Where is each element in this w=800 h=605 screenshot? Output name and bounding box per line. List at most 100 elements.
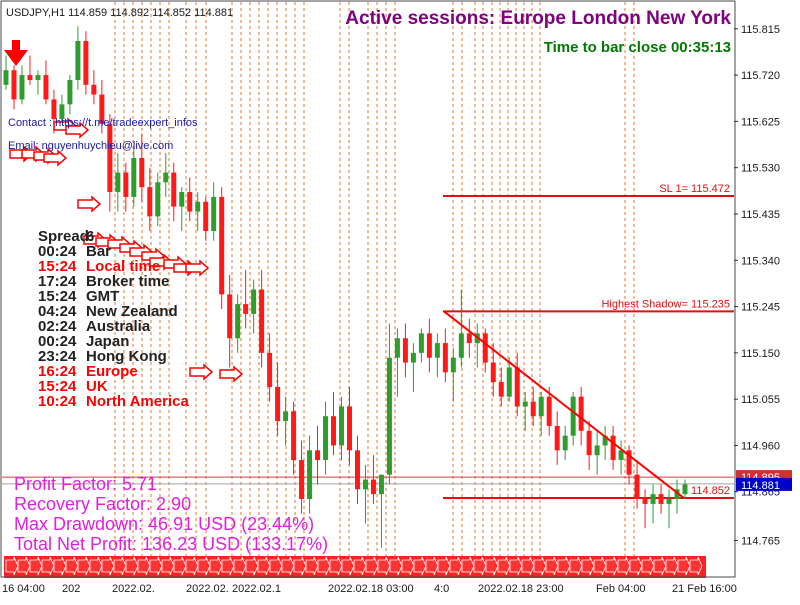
candle-body (163, 172, 169, 183)
candle-body (466, 333, 472, 344)
bottom-arrow (65, 556, 79, 576)
info-label: Hong Kong (86, 348, 167, 365)
info-time: 15:24 (38, 378, 77, 395)
buy-arrow (77, 195, 102, 213)
candle-body (291, 411, 297, 461)
bottom-arrow (245, 556, 259, 576)
candle-body (426, 333, 432, 358)
candle-body (115, 172, 121, 193)
candle-body (83, 40, 89, 85)
info-time: 15:24 (38, 288, 77, 305)
candle-body (586, 430, 592, 456)
bottom-arrow (689, 556, 703, 576)
candle-body (187, 192, 193, 212)
candle-body (219, 196, 225, 295)
time-axis: 16 04:00 202 2022.02. 2022.02. 2022.02.1 2022… (0, 578, 737, 600)
candle-body (362, 479, 368, 490)
bottom-arrow (665, 556, 679, 576)
candle-body (299, 460, 305, 500)
x-tick-label: 2022.02.18 03:00 (328, 583, 414, 595)
candle-body (43, 75, 49, 100)
bottom-arrow (137, 556, 151, 576)
candle-body (506, 367, 512, 397)
candle-body (131, 157, 137, 197)
info-time: 16:24 (38, 363, 77, 380)
bottom-arrow (593, 556, 607, 576)
candle-body (227, 294, 233, 339)
candle-body (386, 357, 392, 475)
candle-body (402, 338, 408, 363)
bottom-arrow (389, 556, 403, 576)
bottom-arrow (365, 556, 379, 576)
candle-body (11, 70, 17, 100)
candle-body (35, 75, 41, 80)
current-price-label: 114.881 (741, 480, 780, 492)
bottom-arrow (89, 556, 103, 576)
candle-body (19, 75, 25, 100)
candle-body (634, 474, 640, 500)
bottom-arrow (617, 556, 631, 576)
contact-text[interactable]: Contact : https://t.me/tradeexpert_infos (8, 117, 198, 129)
info-label: UK (86, 378, 108, 395)
candle-body (666, 499, 672, 504)
bottom-arrow (101, 556, 115, 576)
y-tick-label: 115.245 (741, 302, 780, 314)
info-label: Europe (86, 363, 138, 380)
chart-frame (0, 0, 736, 578)
candle-body (538, 396, 544, 417)
candle-body (594, 445, 600, 456)
bottom-arrow (401, 556, 415, 576)
x-tick-label: 202 (62, 583, 80, 595)
candle-body (546, 396, 552, 426)
candle-body (554, 425, 560, 451)
candle-body (378, 474, 384, 495)
info-label: 6 (86, 228, 94, 245)
candle-body (418, 333, 424, 353)
candle-body (578, 396, 584, 431)
candle-body (370, 479, 376, 495)
bottom-arrow (173, 556, 187, 576)
entry-level-label: 114.852 (691, 485, 730, 497)
signal-arrows (4, 117, 706, 580)
candle-body (674, 489, 680, 500)
bottom-arrow (305, 556, 319, 576)
x-tick-label: Feb 04:00 (596, 583, 646, 595)
candle-body (458, 333, 464, 358)
buy-arrow (65, 121, 90, 139)
candle-body (179, 192, 185, 207)
bottom-arrow (269, 556, 283, 576)
email-text[interactable]: Email: nguyenhuychieu@live.com (8, 140, 173, 152)
info-label: North America (86, 393, 189, 410)
highest-shadow-label: Highest Shadow= 115.235 (601, 298, 730, 310)
candle-body (283, 411, 289, 422)
candle-body (147, 187, 153, 217)
bottom-arrow (317, 556, 331, 576)
bottom-arrow (5, 556, 19, 576)
candle-body (562, 435, 568, 451)
candle-body (331, 416, 337, 446)
trend-line[interactable] (443, 310, 685, 499)
bottom-arrow (125, 556, 139, 576)
candle-body (394, 338, 400, 358)
bottom-arrow (509, 556, 523, 576)
bottom-arrow (233, 556, 247, 576)
candle-body (243, 304, 249, 314)
info-time: 00:24 (38, 333, 77, 350)
bottom-arrow (341, 556, 355, 576)
candle-body (682, 484, 688, 495)
candle-body (107, 123, 113, 193)
time-axis-background (0, 578, 735, 600)
x-tick-label: 21 Feb 16:00 (672, 583, 737, 595)
bottom-arrow (53, 556, 67, 576)
candle-body (490, 362, 496, 383)
bottom-arrow (437, 556, 451, 576)
bottom-arrow (473, 556, 487, 576)
candle-body (203, 201, 209, 232)
x-tick-label: 2022.02. (186, 583, 229, 595)
candle-body (99, 94, 105, 124)
bottom-arrow (161, 556, 175, 576)
symbol-header: USDJPY,H1 114.859 114.892 114.852 114.88… (6, 7, 233, 19)
bar-timer: Time to bar close 00:35:13 (544, 39, 731, 56)
